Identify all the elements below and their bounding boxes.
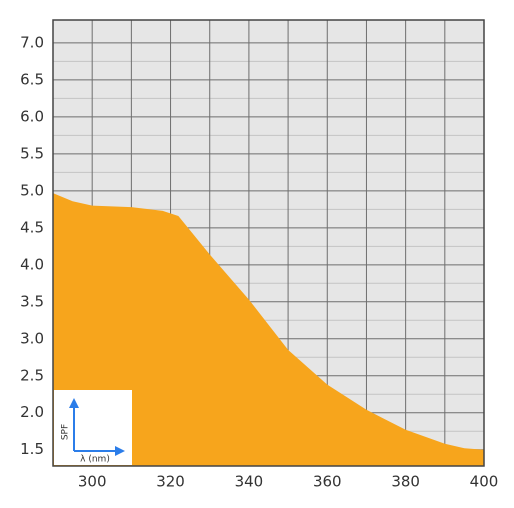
x-tick-label: 320 (156, 473, 185, 491)
x-tick-label: 340 (235, 473, 264, 491)
y-tick-label: 7.0 (20, 33, 44, 51)
x-axis-label: λ (nm) (80, 455, 110, 465)
x-tick-label: 300 (78, 473, 107, 491)
y-tick-label: 6.0 (20, 107, 44, 125)
x-tick-label: 400 (470, 473, 499, 491)
y-tick-label: 1.5 (20, 440, 44, 458)
arrow-head (115, 446, 125, 456)
axes-inset: SPF λ (nm) (54, 390, 132, 465)
y-tick-label: 3.5 (20, 292, 44, 310)
y-tick-label: 3.0 (20, 329, 44, 347)
arrow-head (69, 398, 79, 408)
y-tick-label: 4.5 (20, 218, 44, 236)
y-tick-label: 5.0 (20, 181, 44, 199)
y-tick-label: 4.0 (20, 255, 44, 273)
y-tick-label: 5.5 (20, 144, 44, 162)
area (53, 193, 484, 466)
x-tick-label: 360 (313, 473, 342, 491)
plot-frame (52, 19, 485, 467)
y-tick-label: 2.0 (20, 403, 44, 421)
y-axis-label: SPF (61, 424, 71, 440)
y-tick-label: 6.5 (20, 70, 44, 88)
x-tick-label: 380 (391, 473, 420, 491)
y-tick-label: 2.5 (20, 366, 44, 384)
